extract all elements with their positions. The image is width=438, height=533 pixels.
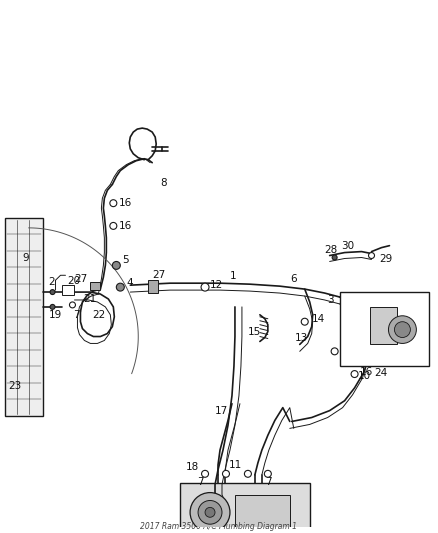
Circle shape: [205, 507, 215, 518]
Text: 23: 23: [9, 381, 22, 391]
Text: 30: 30: [342, 241, 355, 251]
Bar: [90, 282, 100, 290]
Circle shape: [110, 222, 117, 229]
Text: 11: 11: [229, 460, 242, 470]
Text: 27: 27: [74, 274, 88, 284]
Text: 5: 5: [122, 255, 129, 265]
Text: 27: 27: [152, 270, 166, 280]
Circle shape: [50, 289, 55, 295]
Text: 7: 7: [265, 477, 272, 487]
Text: 3: 3: [328, 295, 334, 305]
Circle shape: [332, 255, 337, 260]
Bar: [63, 285, 74, 295]
Text: 2017 Ram 3500 A/C Plumbing Diagram 1: 2017 Ram 3500 A/C Plumbing Diagram 1: [141, 522, 297, 531]
Text: 29: 29: [379, 254, 393, 264]
Text: 25: 25: [395, 348, 408, 358]
Bar: [370, 307, 397, 344]
Bar: [235, 495, 290, 529]
Circle shape: [395, 322, 410, 337]
Circle shape: [301, 318, 308, 325]
Circle shape: [198, 500, 222, 524]
Text: 15: 15: [248, 327, 261, 336]
Circle shape: [70, 302, 75, 308]
Circle shape: [201, 470, 208, 477]
Text: 14: 14: [312, 314, 325, 324]
Text: 4: 4: [126, 278, 133, 288]
Text: 16: 16: [360, 367, 373, 377]
Text: 21: 21: [83, 294, 97, 304]
Text: 28: 28: [325, 245, 338, 255]
Text: 9: 9: [23, 253, 29, 263]
Text: 20: 20: [67, 276, 81, 286]
Bar: [339, 292, 429, 366]
Text: 8: 8: [160, 179, 167, 189]
Circle shape: [50, 304, 55, 309]
Text: 12: 12: [210, 280, 223, 290]
Circle shape: [389, 316, 417, 343]
Circle shape: [351, 370, 358, 377]
Text: 17: 17: [215, 406, 228, 416]
Text: 24: 24: [374, 368, 388, 378]
Bar: [5, 218, 42, 416]
Text: 18: 18: [186, 462, 199, 472]
Text: 16: 16: [339, 346, 353, 357]
Text: 7: 7: [74, 310, 80, 320]
Circle shape: [112, 262, 120, 269]
Text: 7: 7: [197, 477, 204, 487]
Text: 10: 10: [357, 371, 371, 381]
Circle shape: [110, 200, 117, 207]
Bar: [180, 483, 310, 533]
Circle shape: [244, 470, 251, 477]
Circle shape: [190, 492, 230, 532]
Text: 13: 13: [295, 334, 308, 343]
Circle shape: [201, 283, 209, 291]
Text: 19: 19: [49, 310, 62, 320]
Circle shape: [223, 470, 230, 477]
Text: 26: 26: [367, 295, 381, 305]
Bar: [148, 280, 158, 293]
Circle shape: [368, 253, 374, 259]
Text: 16: 16: [118, 198, 131, 208]
Text: 6: 6: [290, 274, 297, 284]
Circle shape: [331, 348, 338, 355]
Circle shape: [117, 283, 124, 291]
Text: 16: 16: [118, 221, 131, 231]
Text: 2: 2: [49, 277, 55, 287]
Text: 22: 22: [92, 310, 106, 320]
Circle shape: [265, 470, 271, 477]
Text: 1: 1: [230, 271, 237, 281]
